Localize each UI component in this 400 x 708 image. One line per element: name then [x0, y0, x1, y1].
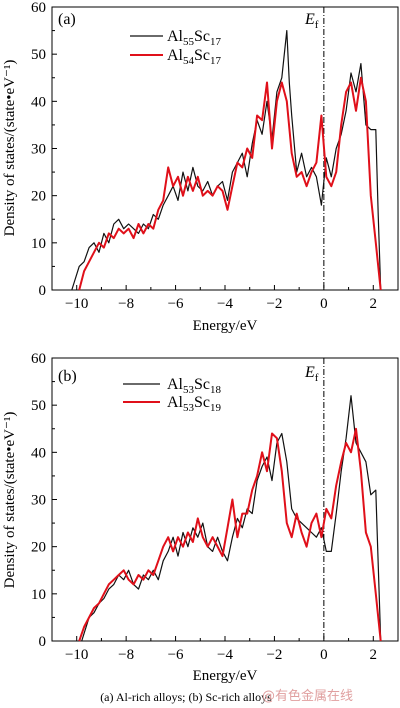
panel-b-y-tick-label: 10: [31, 587, 46, 603]
watermark: @有色金属在线: [262, 688, 353, 704]
panel-b-x-axis-label: Energy/eV: [193, 668, 258, 684]
panel-b-y-tick-label: 20: [31, 540, 46, 556]
panel-b-y-axis-label: Density of states/(state•eV⁻¹): [2, 412, 18, 589]
panel-a-fermi-label: Ef: [304, 11, 319, 31]
panel-b-series-al53sc19-line: [78, 427, 382, 642]
panel-a-x-tick-label: −6: [168, 296, 184, 312]
panel-b-x-tick-label: −4: [217, 647, 233, 663]
panel-a-y-tick-label: 30: [31, 142, 46, 158]
panel-a-y-tick-label: 50: [31, 47, 46, 63]
panel-b-x-tick-label: −2: [266, 647, 282, 663]
panel-a-x-tick-label: 0: [320, 296, 328, 312]
panel-a-x-tick-label: −8: [118, 296, 134, 312]
panel-b-x-ticks: −10 −8 −6 −4 −2 0 2: [51, 636, 399, 663]
panel-a-legend-label-al55sc17: Al55Sc17: [167, 28, 222, 48]
panel-b-x-tick-label: 2: [370, 647, 378, 663]
panel-a-x-tick-label: −10: [65, 296, 88, 312]
panel-b-y-tick-label: 30: [31, 493, 46, 509]
panel-a-y-tick-label: 20: [31, 189, 46, 205]
panel-b-series-al53sc18-line: [81, 395, 382, 642]
figure-caption: (a) Al-rich alloys; (b) Sc-rich alloys: [100, 690, 272, 704]
panel-b-y-tick-label: 40: [31, 445, 46, 461]
panel-b-y-tick-label: 50: [31, 398, 46, 414]
panel-a-y-ticks: 0 10 20 30 40 50 60: [31, 0, 57, 299]
panel-a-y-tick-label: 0: [39, 283, 47, 299]
panel-a: −10 −8 −6 −4 −2 0 2 0 10 20 30 40 50 60 (a) Ef Al55S…: [2, 0, 399, 334]
panel-a-y-tick-label: 10: [31, 236, 46, 252]
panel-b-x-tick-label: −8: [118, 647, 134, 663]
panel-a-y-tick-label: 40: [31, 94, 46, 110]
panel-a-series-al55sc17-line: [71, 30, 382, 291]
panel-a-y-axis-label: Density of states/(state•eV⁻¹): [2, 60, 18, 237]
panel-a-x-tick-label: −2: [266, 296, 282, 312]
panel-b-legend: Al53Sc18 Al53Sc19: [123, 376, 222, 414]
panel-b-x-tick-label: −6: [168, 647, 184, 663]
panel-a-x-axis-label: Energy/eV: [193, 318, 258, 334]
panel-b-legend-label-al53sc18: Al53Sc18: [167, 376, 222, 396]
panel-b-x-tick-label: −10: [65, 647, 88, 663]
panel-b: −10 −8 −6 −4 −2 0 2 0 10 20 30 40 50 60 (b) Ef Al53S…: [2, 351, 399, 684]
panel-b-legend-label-al53sc19: Al53Sc19: [167, 394, 222, 414]
panel-a-legend-label-al54sc17: Al54Sc17: [167, 47, 222, 67]
panel-b-y-ticks: 0 10 20 30 40 50 60: [31, 351, 57, 650]
panel-a-legend: Al55Sc17 Al54Sc17: [130, 28, 222, 67]
panel-b-y-tick-label: 60: [31, 351, 46, 367]
panel-a-series-al54sc17-line: [78, 76, 382, 291]
panel-a-label: (a): [58, 11, 76, 28]
panel-a-y-tick-label: 60: [31, 0, 46, 16]
panel-b-label: (b): [58, 368, 77, 385]
panel-a-x-tick-label: −4: [217, 296, 233, 312]
panel-a-x-tick-label: 2: [370, 296, 378, 312]
panel-b-fermi-label: Ef: [304, 364, 319, 384]
panel-b-y-tick-label: 0: [39, 634, 47, 650]
panel-b-x-tick-label: 0: [320, 647, 328, 663]
panel-a-x-ticks: −10 −8 −6 −4 −2 0 2: [51, 285, 399, 312]
